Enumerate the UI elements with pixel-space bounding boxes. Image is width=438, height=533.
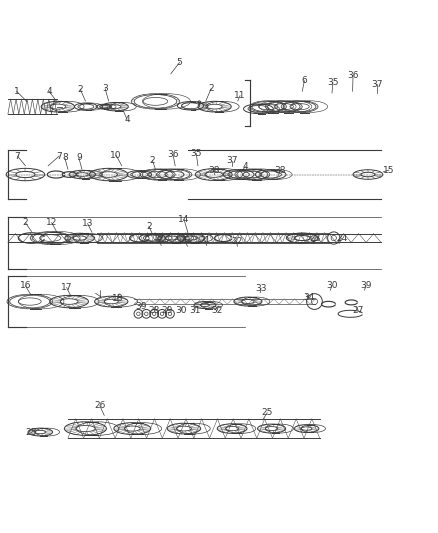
Text: 16: 16 <box>20 281 31 290</box>
Text: 19: 19 <box>153 233 164 242</box>
Text: 11: 11 <box>234 91 246 100</box>
Text: 18: 18 <box>112 294 123 303</box>
Text: 6: 6 <box>301 76 307 85</box>
Text: 2: 2 <box>23 218 28 227</box>
Text: 36: 36 <box>347 71 359 80</box>
Text: 4: 4 <box>243 162 248 171</box>
Text: 2: 2 <box>78 85 83 94</box>
Text: 37: 37 <box>226 156 238 165</box>
Text: 38: 38 <box>275 166 286 175</box>
Text: 2: 2 <box>146 222 152 231</box>
Text: 30: 30 <box>176 306 187 315</box>
Text: 21: 21 <box>199 236 211 245</box>
Text: 2: 2 <box>150 156 155 165</box>
Text: 38: 38 <box>208 166 219 175</box>
Text: 10: 10 <box>110 151 122 160</box>
Text: 8: 8 <box>62 154 68 163</box>
Text: 33: 33 <box>255 284 267 293</box>
Text: 36: 36 <box>167 150 179 159</box>
Text: 4: 4 <box>46 87 52 96</box>
Text: 29: 29 <box>162 306 173 315</box>
Text: 35: 35 <box>191 149 202 158</box>
Text: 17: 17 <box>61 283 72 292</box>
Text: 35: 35 <box>327 78 339 87</box>
Text: 1: 1 <box>14 87 20 96</box>
Text: 4: 4 <box>124 115 130 124</box>
Text: 12: 12 <box>46 218 57 227</box>
Text: 2: 2 <box>208 84 214 93</box>
Text: 32: 32 <box>212 306 223 315</box>
Text: 24: 24 <box>336 234 347 243</box>
Text: 39: 39 <box>135 302 147 311</box>
Text: 37: 37 <box>371 80 382 89</box>
Text: 23: 23 <box>310 234 321 243</box>
Text: 9: 9 <box>76 154 82 163</box>
Text: 15: 15 <box>383 166 395 175</box>
Text: 31: 31 <box>189 306 201 315</box>
Text: 26: 26 <box>94 401 106 410</box>
Text: 22: 22 <box>231 237 242 246</box>
Text: 25: 25 <box>261 408 273 417</box>
Text: 27: 27 <box>353 306 364 315</box>
Text: 25: 25 <box>25 429 36 438</box>
Text: 20: 20 <box>179 236 191 245</box>
Text: 39: 39 <box>360 281 372 290</box>
Text: 7: 7 <box>56 151 62 160</box>
Text: 3: 3 <box>102 84 108 93</box>
Text: 30: 30 <box>326 281 338 290</box>
Text: 5: 5 <box>177 58 183 67</box>
Text: 14: 14 <box>178 215 190 224</box>
Text: 7: 7 <box>14 151 21 160</box>
Text: 13: 13 <box>82 219 93 228</box>
Text: 34: 34 <box>304 293 315 302</box>
Text: 28: 28 <box>148 306 160 315</box>
